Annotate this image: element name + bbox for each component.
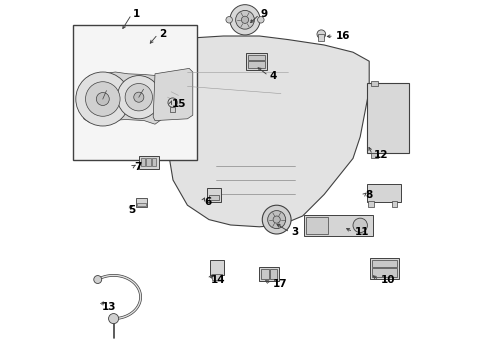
Polygon shape xyxy=(166,36,369,227)
Bar xyxy=(372,268,397,277)
Bar xyxy=(259,267,279,281)
Text: 12: 12 xyxy=(374,150,389,160)
Bar xyxy=(247,61,265,68)
Circle shape xyxy=(236,10,254,29)
Polygon shape xyxy=(84,72,162,124)
Text: 11: 11 xyxy=(354,227,369,237)
Circle shape xyxy=(86,82,120,116)
Text: 16: 16 xyxy=(335,31,350,41)
Bar xyxy=(170,107,175,112)
Bar xyxy=(306,217,328,234)
Circle shape xyxy=(317,30,326,39)
Bar xyxy=(139,156,159,169)
Circle shape xyxy=(117,76,160,119)
Circle shape xyxy=(168,98,177,107)
Circle shape xyxy=(134,92,144,102)
Circle shape xyxy=(226,17,232,23)
Bar xyxy=(247,55,265,60)
Polygon shape xyxy=(153,68,193,121)
Bar xyxy=(368,83,409,153)
Circle shape xyxy=(109,314,119,324)
Text: 1: 1 xyxy=(133,9,140,19)
Circle shape xyxy=(125,84,152,111)
Circle shape xyxy=(97,93,109,105)
Text: 6: 6 xyxy=(204,197,211,207)
Bar xyxy=(371,81,378,86)
Bar xyxy=(147,158,151,166)
Text: 9: 9 xyxy=(261,9,268,19)
Bar xyxy=(371,153,378,158)
Text: 13: 13 xyxy=(102,302,116,312)
Text: 7: 7 xyxy=(134,162,142,172)
Text: 5: 5 xyxy=(128,204,136,215)
Bar xyxy=(212,274,222,280)
Text: 2: 2 xyxy=(159,29,167,39)
Text: 4: 4 xyxy=(270,71,277,81)
Text: 3: 3 xyxy=(292,227,299,237)
Circle shape xyxy=(273,216,280,223)
Text: 14: 14 xyxy=(210,275,225,285)
Circle shape xyxy=(94,275,102,283)
Bar xyxy=(368,201,374,207)
Bar xyxy=(392,201,397,207)
Circle shape xyxy=(268,211,286,229)
Bar xyxy=(245,53,267,70)
Circle shape xyxy=(262,205,291,234)
Text: 8: 8 xyxy=(365,190,372,200)
Text: 15: 15 xyxy=(172,99,186,109)
Bar xyxy=(209,195,220,200)
Bar xyxy=(207,188,221,202)
Bar xyxy=(141,158,145,166)
Bar xyxy=(304,215,373,236)
Bar xyxy=(367,184,401,202)
Circle shape xyxy=(230,5,260,35)
Text: 10: 10 xyxy=(380,275,395,285)
Bar xyxy=(318,34,324,41)
Bar xyxy=(261,269,269,279)
Circle shape xyxy=(258,17,264,23)
Circle shape xyxy=(353,218,368,233)
Bar xyxy=(270,269,277,279)
Circle shape xyxy=(242,16,248,23)
Bar xyxy=(372,260,397,267)
Bar xyxy=(137,203,147,206)
Text: 17: 17 xyxy=(273,279,287,289)
Circle shape xyxy=(76,72,130,126)
Bar xyxy=(73,25,197,160)
Bar xyxy=(210,260,224,275)
Bar xyxy=(152,158,156,166)
Bar xyxy=(136,198,147,207)
Bar xyxy=(370,258,399,279)
